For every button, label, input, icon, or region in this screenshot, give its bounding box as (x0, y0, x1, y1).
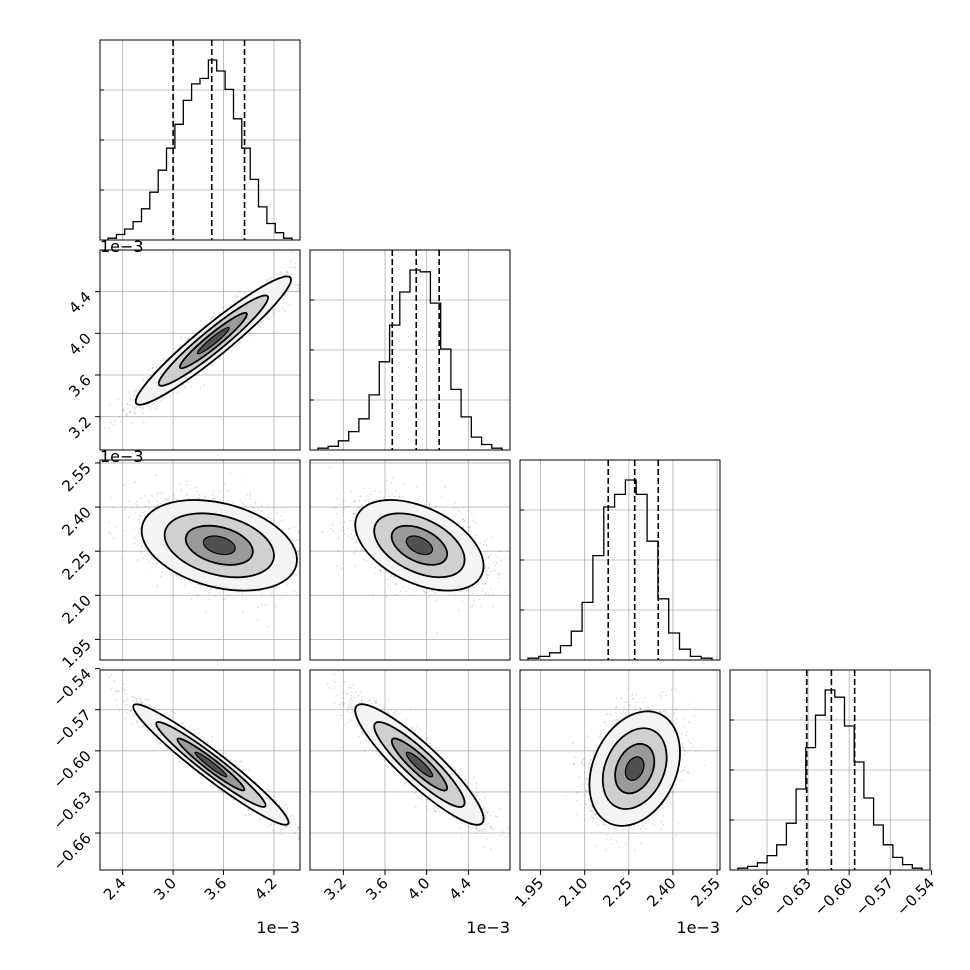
contour-level-4 (405, 535, 434, 556)
histogram-step (317, 269, 503, 450)
contour-level-4 (196, 326, 230, 355)
x-tick-label: 2.4 (100, 874, 130, 904)
x-tick-label: −0.60 (811, 874, 856, 919)
y-tick-label: 4.4 (65, 288, 95, 318)
x-tick-label: −0.57 (852, 874, 897, 919)
y-tick-label: −0.63 (50, 788, 95, 833)
panel-frame (309, 669, 511, 871)
density-contours (134, 275, 292, 406)
y-tick-label: 2.25 (58, 547, 94, 583)
x-tick-label: 3.2 (321, 874, 351, 904)
y-tick-label: 3.6 (65, 371, 95, 401)
y-tick-label: 2.55 (58, 459, 94, 495)
panel-1-3 (310, 670, 510, 870)
contour-level-4 (405, 751, 434, 778)
y-offset-label: 1e−3 (100, 447, 144, 466)
panel-frame (99, 249, 301, 451)
x-tick-label: 2.55 (688, 874, 724, 910)
x-tick-label: 3.6 (362, 874, 392, 904)
y-tick-label: 2.40 (58, 503, 94, 539)
x-tick-label: 2.25 (599, 874, 635, 910)
histogram-frame (309, 249, 511, 451)
x-offset-label: 1e−3 (466, 918, 510, 937)
contour-level-4 (202, 535, 236, 556)
histogram-1 (310, 250, 510, 450)
x-offset-label: 1e−3 (676, 918, 720, 937)
x-tick-label: −0.66 (729, 874, 774, 919)
x-tick-label: 4.0 (404, 874, 434, 904)
y-tick-label: 3.2 (65, 413, 95, 443)
histogram-step (527, 479, 713, 660)
y-tick-label: 1.95 (58, 636, 94, 672)
y-tick-label: −0.57 (50, 706, 95, 751)
histogram-frame (729, 669, 931, 871)
y-offset-label: 1e−3 (100, 237, 144, 256)
panel-frame (309, 459, 511, 661)
panel-0-2 (100, 460, 300, 660)
contour-level-4 (624, 756, 645, 781)
x-tick-label: 2.10 (555, 874, 591, 910)
x-tick-label: 4.2 (251, 874, 281, 904)
histogram-step (737, 689, 923, 870)
x-tick-label: −0.54 (893, 874, 938, 919)
x-tick-label: 3.6 (201, 874, 231, 904)
panel-0-1 (100, 250, 300, 450)
x-tick-label: −0.63 (770, 874, 815, 919)
histogram-0 (100, 40, 300, 240)
panel-0-3 (100, 670, 300, 870)
contour-level-4 (194, 751, 228, 778)
x-tick-label: 1.95 (511, 874, 547, 910)
y-tick-label: 4.0 (65, 329, 95, 359)
density-contours (140, 499, 298, 592)
panel-1-2 (310, 460, 510, 660)
x-tick-label: 2.40 (643, 874, 679, 910)
panel-frame (99, 459, 301, 661)
histogram-step (107, 59, 293, 240)
histogram-frame (99, 39, 301, 241)
density-contours (588, 710, 681, 827)
panel-2-3 (520, 670, 720, 870)
panel-frame (519, 669, 721, 871)
y-tick-label: −0.60 (50, 747, 95, 792)
panel-frame (99, 669, 301, 871)
density-contours (132, 703, 290, 826)
histogram-frame (519, 459, 721, 661)
y-tick-label: −0.54 (50, 665, 95, 710)
y-tick-label: −0.66 (50, 829, 95, 874)
x-offset-label: 1e−3 (256, 918, 300, 937)
x-tick-label: 4.4 (446, 874, 476, 904)
histogram-3 (730, 670, 930, 870)
density-contours (354, 499, 485, 592)
histogram-2 (520, 460, 720, 660)
x-tick-label: 3.0 (150, 874, 180, 904)
density-contours (354, 703, 485, 826)
y-tick-label: 2.10 (58, 591, 94, 627)
